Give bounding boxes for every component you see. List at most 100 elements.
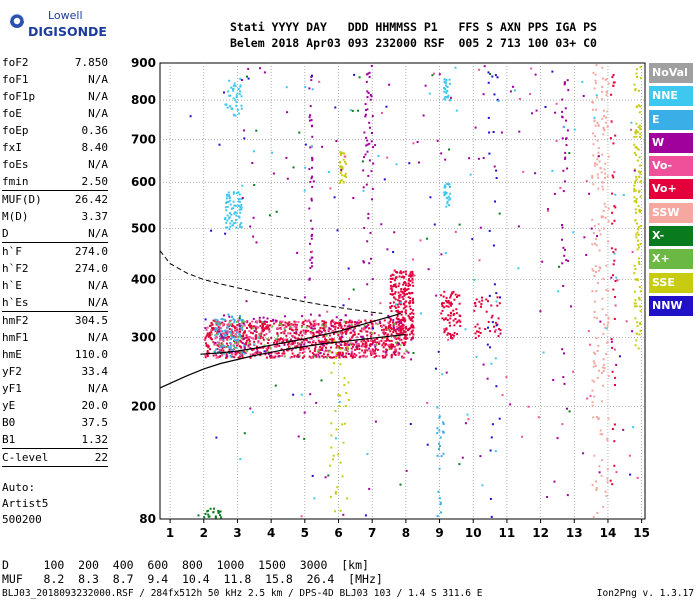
echo-point: [633, 151, 636, 154]
echo-point: [604, 78, 607, 81]
echo-point: [639, 225, 642, 228]
echo-point: [343, 422, 346, 425]
echo-point: [382, 346, 385, 349]
echo-point: [340, 168, 343, 171]
echo-point: [635, 236, 638, 239]
echo-point: [276, 332, 279, 335]
echo-point: [481, 484, 484, 487]
echo-point: [229, 222, 232, 225]
echo-point: [391, 285, 394, 288]
echo-point: [310, 177, 313, 180]
param-name: MUF(D): [2, 193, 42, 206]
y-tick-label: 900: [131, 56, 156, 70]
echo-point: [226, 194, 228, 197]
echo-point: [238, 226, 241, 229]
echo-point: [559, 186, 562, 189]
echo-point: [352, 334, 355, 337]
echo-point: [392, 324, 395, 327]
y-tick-label: 600: [131, 175, 156, 189]
echo-point: [347, 267, 350, 270]
echo-point: [352, 288, 355, 291]
echo-point: [361, 339, 364, 341]
echo-point: [282, 330, 285, 333]
echo-point: [457, 294, 460, 297]
echo-point: [403, 294, 406, 297]
echo-point: [635, 178, 638, 181]
echo-point: [499, 296, 501, 299]
echo-point: [635, 154, 637, 157]
echo-point: [209, 507, 212, 510]
echo-point: [488, 131, 491, 134]
echo-point: [205, 335, 208, 338]
echo-point: [391, 277, 394, 280]
echo-point: [366, 90, 369, 93]
echo-point: [405, 300, 408, 303]
echo-point: [370, 339, 373, 342]
echo-point: [381, 111, 383, 114]
echo-point: [210, 322, 213, 324]
echo-point: [597, 269, 600, 272]
echo-point: [370, 322, 373, 325]
echo-point: [438, 416, 441, 419]
param-row: h`Es N/A: [2, 294, 108, 312]
echo-point: [389, 307, 392, 309]
echo-point: [411, 272, 414, 275]
echo-point: [283, 352, 286, 355]
echo-point: [216, 348, 219, 350]
echo-point: [238, 334, 241, 336]
echo-point: [592, 108, 594, 111]
echo-point: [337, 453, 340, 456]
echo-point: [362, 189, 365, 192]
echo-point: [325, 334, 328, 337]
echo-point: [325, 339, 328, 341]
echo-point: [362, 260, 365, 263]
echo-point: [601, 77, 604, 80]
echo-point: [292, 166, 295, 169]
echo-point: [224, 320, 227, 322]
echo-point: [238, 317, 241, 319]
echo-point: [289, 356, 292, 359]
echo-point: [383, 324, 386, 327]
echo-point: [610, 338, 613, 341]
echo-point: [239, 350, 242, 353]
header-labels: Stati YYYY DAY DDD HHMMSS P1 FFS S AXN P…: [230, 20, 597, 34]
echo-point: [344, 348, 347, 351]
echo-point: [605, 495, 608, 498]
echo-point: [446, 333, 449, 336]
echo-point: [349, 355, 352, 358]
echo-point: [564, 157, 567, 160]
echo-point: [300, 326, 303, 329]
echo-point: [241, 321, 244, 324]
echo-point: [222, 332, 225, 335]
param-name: h`F2: [2, 262, 29, 275]
echo-point: [303, 350, 306, 353]
echo-point: [361, 342, 364, 345]
echo-point: [411, 323, 414, 326]
echo-point: [321, 327, 324, 330]
echo-point: [381, 337, 384, 340]
echo-point: [331, 330, 334, 333]
echo-point: [598, 471, 601, 474]
echo-point: [339, 152, 342, 155]
echo-point: [252, 353, 255, 356]
echo-point: [233, 345, 235, 347]
echo-point: [455, 321, 458, 324]
echo-point: [373, 356, 376, 359]
echo-point: [412, 333, 415, 336]
echo-point: [633, 200, 636, 203]
echo-point: [403, 344, 405, 347]
echo-point: [367, 340, 370, 342]
echo-point: [301, 341, 304, 344]
echo-point: [348, 298, 350, 300]
echo-point: [341, 347, 344, 350]
echo-point: [365, 342, 368, 345]
echo-point: [458, 302, 461, 305]
param-row: B0 37.5: [2, 414, 108, 431]
echo-point: [633, 188, 636, 190]
echo-point: [611, 192, 614, 195]
echo-point: [448, 204, 450, 207]
echo-point: [241, 355, 244, 358]
echo-point: [230, 356, 233, 359]
echo-point: [589, 394, 592, 397]
echo-point: [291, 323, 294, 326]
